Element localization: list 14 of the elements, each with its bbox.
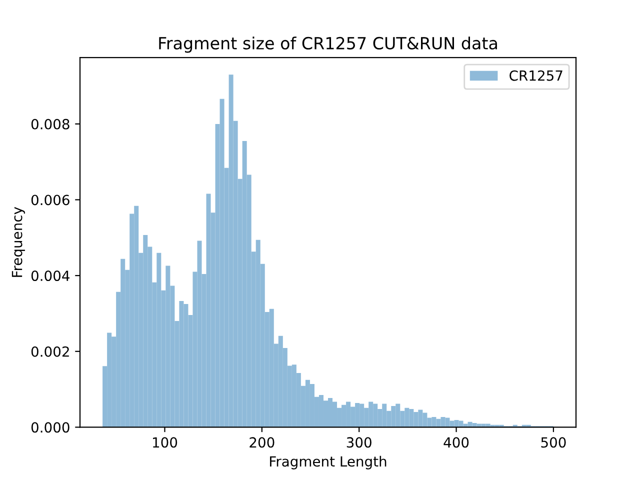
legend-label: CR1257	[510, 70, 562, 81]
chart-title: Fragment size of CR1257 CUT&RUN data	[159, 36, 497, 53]
y-tick-label: 0.004	[31, 270, 70, 282]
y-tick-label: 0.006	[31, 194, 70, 206]
x-tick-label: 400	[444, 437, 469, 448]
x-axis-title: Fragment Length	[270, 456, 386, 470]
y-axis-title: Frequency	[12, 206, 25, 277]
y-tick-label: 0.000	[31, 422, 70, 433]
y-tick-label: 0.002	[31, 346, 69, 357]
y-tick-label: 0.008	[31, 118, 70, 130]
x-tick-label: 200	[250, 437, 274, 448]
x-tick-label: 100	[153, 437, 178, 448]
x-tick-label: 500	[541, 437, 566, 448]
x-tick-label: 300	[346, 437, 372, 448]
